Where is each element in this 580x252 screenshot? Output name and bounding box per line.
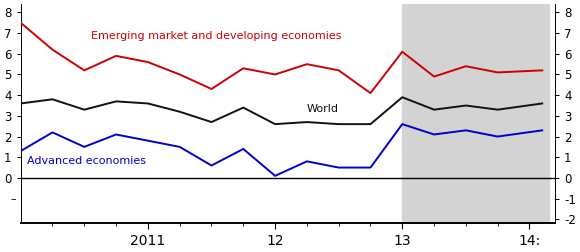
Text: World: World <box>307 104 339 114</box>
Text: Emerging market and developing economies: Emerging market and developing economies <box>90 32 341 41</box>
Text: Advanced economies: Advanced economies <box>27 155 146 166</box>
Text: –: – <box>10 194 16 204</box>
Bar <box>403 4 549 224</box>
